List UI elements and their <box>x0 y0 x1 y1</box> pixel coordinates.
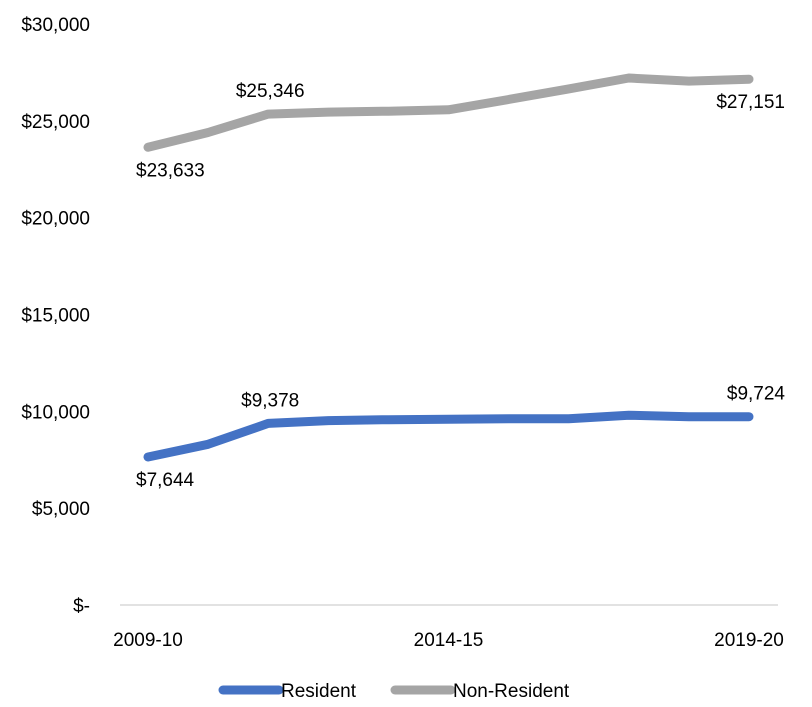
legend-label: Non-Resident <box>453 681 570 702</box>
y-tick-label: $- <box>73 596 90 617</box>
y-tick-label: $30,000 <box>21 15 90 36</box>
data-label: $9,724 <box>727 384 786 405</box>
data-label: $25,346 <box>236 81 305 102</box>
y-tick-label: $5,000 <box>32 499 90 520</box>
legend-item: Non-Resident <box>390 681 570 702</box>
series-line-resident <box>143 410 754 462</box>
x-tick-label: 2019-20 <box>714 630 784 651</box>
x-tick-label: 2014-15 <box>414 630 484 651</box>
y-tick-label: $15,000 <box>21 306 90 327</box>
data-label: $7,644 <box>136 470 195 491</box>
y-tick-label: $10,000 <box>21 402 90 423</box>
y-tick-label: $20,000 <box>21 209 90 230</box>
legend-item: Resident <box>218 681 357 702</box>
legend-label: Resident <box>281 681 357 702</box>
y-tick-label: $25,000 <box>21 112 90 133</box>
legend: Resident Non-Resident <box>218 681 570 702</box>
data-label: $9,378 <box>241 390 299 411</box>
x-tick-label: 2009-10 <box>113 630 183 651</box>
data-label: $27,151 <box>716 92 785 113</box>
data-label: $23,633 <box>136 160 205 181</box>
series-line-non-resident <box>143 73 754 152</box>
